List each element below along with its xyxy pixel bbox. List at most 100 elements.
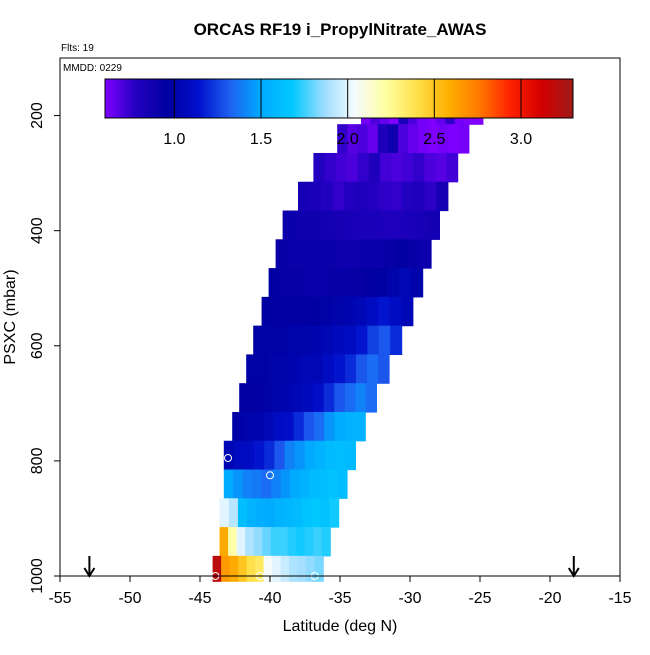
heatmap-cell xyxy=(291,383,304,413)
heatmap-cell xyxy=(329,498,340,528)
heatmap-cell xyxy=(390,181,403,212)
y-axis-label: PSXC (mbar) xyxy=(2,269,19,364)
heatmap-cell xyxy=(335,239,348,269)
heatmap-cell xyxy=(252,411,264,442)
heatmap-cell xyxy=(287,527,297,557)
heatmap-cell xyxy=(395,239,408,269)
heatmap-cell xyxy=(223,440,235,471)
heatmap-cell xyxy=(270,383,283,413)
heatmap-cell xyxy=(279,354,291,384)
heatmap-cell xyxy=(280,268,293,298)
heatmap-cell xyxy=(331,296,344,327)
heatmap-cell xyxy=(280,555,290,582)
heatmap-cell xyxy=(236,527,246,557)
heatmap-cell xyxy=(280,469,291,499)
heatmap-cell xyxy=(281,383,293,413)
y-tick-label: 200 xyxy=(29,102,46,129)
heatmap-cell xyxy=(263,555,273,582)
heatmap-cell xyxy=(268,268,282,298)
x-tick-label: -20 xyxy=(538,590,561,607)
heatmap-cell xyxy=(276,325,289,356)
heatmap-cell xyxy=(320,498,331,528)
heatmap-cell xyxy=(378,354,390,384)
heatmap-cell xyxy=(389,296,402,327)
heatmap-cell xyxy=(351,268,364,298)
heatmap-cell xyxy=(297,555,307,582)
heatmap-cell xyxy=(438,124,450,154)
heatmap-cell xyxy=(391,210,404,240)
heatmap-cell xyxy=(367,181,380,212)
heatmap-cell xyxy=(334,411,346,442)
heatmap-cell xyxy=(413,152,425,183)
heatmap-cell xyxy=(327,268,341,298)
heatmap-cell xyxy=(424,181,437,212)
x-tick-label: -15 xyxy=(608,590,631,607)
heatmap-cell xyxy=(246,555,256,582)
colorbar-tick-label: 2.0 xyxy=(337,131,359,148)
heatmap-cell xyxy=(292,498,303,528)
heatmap-cell xyxy=(265,498,276,528)
heatmap-cell xyxy=(261,296,274,327)
heatmap-cell xyxy=(244,440,255,471)
heatmap-cell xyxy=(233,469,244,499)
heatmap-cell xyxy=(260,383,272,413)
heatmap-cell xyxy=(254,440,265,471)
heatmap-cell xyxy=(314,411,325,442)
heatmap-cell xyxy=(245,527,255,557)
heatmap-cell xyxy=(290,469,301,499)
heatmap-cell xyxy=(228,527,238,557)
x-tick-label: -50 xyxy=(118,590,141,607)
heatmap-cell xyxy=(325,440,336,471)
heatmap-cell xyxy=(321,325,334,356)
heatmap-cell xyxy=(436,181,449,212)
heatmap-cell xyxy=(367,210,380,240)
heatmap-cell xyxy=(283,498,294,528)
heatmap-cell xyxy=(337,124,348,154)
heatmap-cell xyxy=(378,325,391,356)
heatmap-cell xyxy=(318,469,329,499)
heatmap-cell xyxy=(424,152,437,183)
heatmap-cell xyxy=(318,210,332,240)
heatmap-cell xyxy=(356,354,368,384)
heatmap-cell xyxy=(407,239,420,269)
heatmap-cell xyxy=(256,498,266,528)
heatmap-cell xyxy=(339,268,353,298)
heatmap-cell xyxy=(309,181,322,212)
heatmap-cell xyxy=(377,296,391,327)
heatmap-cell xyxy=(268,354,280,384)
heatmap-cell xyxy=(249,383,261,413)
heatmap-cell xyxy=(418,124,429,154)
sample-marker xyxy=(285,183,294,192)
heatmap-cell xyxy=(345,354,357,384)
heatmap-cell xyxy=(355,325,368,356)
heatmap-cell xyxy=(301,498,312,528)
heatmap-cell xyxy=(221,555,231,582)
heatmap-cell xyxy=(335,440,346,471)
colorbar-tick-label: 1.5 xyxy=(250,131,272,148)
heatmap-cell xyxy=(323,354,335,384)
heatmap-cell xyxy=(365,383,377,413)
heatmap-cell xyxy=(367,124,379,154)
x-tick-label: -40 xyxy=(258,590,281,607)
heatmap-cell xyxy=(398,268,412,298)
colorbar-tick-label: 1.0 xyxy=(163,131,185,148)
heatmap-cell xyxy=(242,411,254,442)
heatmap-cell xyxy=(332,181,345,212)
heatmap-cell xyxy=(294,210,308,240)
heatmap-cell xyxy=(401,296,414,327)
heatmap-cell xyxy=(308,296,321,327)
heatmap-cell xyxy=(363,268,376,298)
heatmap-cell xyxy=(283,411,295,442)
heatmap-cell xyxy=(287,325,300,356)
heatmap-cell xyxy=(273,296,286,327)
x-axis: -55 -50 -45 -40 -35 -30 -25 -20 -15 xyxy=(48,576,632,607)
heatmap-cell xyxy=(311,498,321,528)
heatmap-cell xyxy=(228,498,239,528)
heatmap-cell xyxy=(415,210,428,240)
heatmap-cell xyxy=(306,210,320,240)
down-arrow-icon xyxy=(567,556,580,578)
heatmap-cell xyxy=(366,296,379,327)
heatmap-cell xyxy=(299,469,310,499)
heatmap-cell xyxy=(289,555,299,582)
heatmap-cell xyxy=(387,268,400,298)
